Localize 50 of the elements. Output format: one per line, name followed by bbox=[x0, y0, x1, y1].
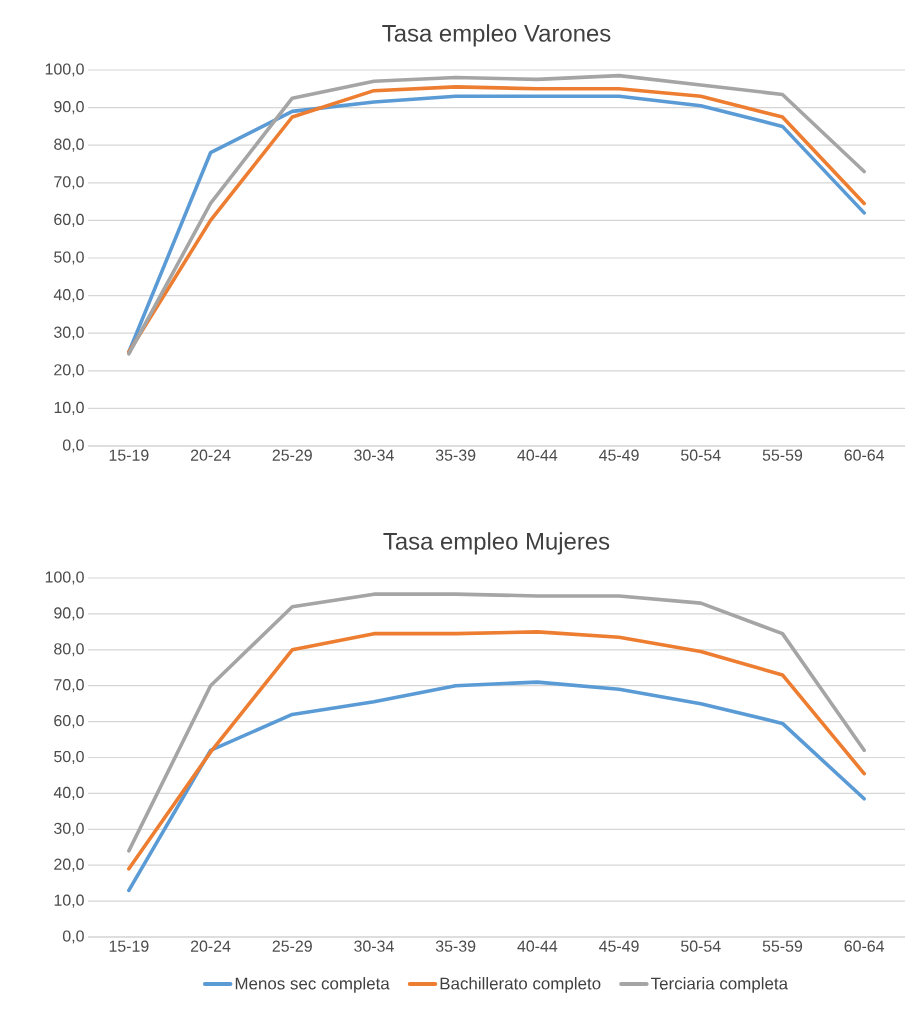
y-tick-label: 0,0 bbox=[62, 439, 84, 453]
y-tick-label: 60,0 bbox=[54, 213, 84, 227]
legend-label: Menos sec completa bbox=[235, 977, 390, 993]
x-tick-label: 25-29 bbox=[272, 940, 312, 952]
x-tick-label: 55-59 bbox=[762, 449, 803, 461]
chart-title: Tasa empleo Varones bbox=[382, 24, 611, 47]
y-tick-label: 90,0 bbox=[54, 101, 84, 115]
y-tick-label: 70,0 bbox=[54, 679, 84, 693]
x-tick-label: 40-44 bbox=[517, 449, 558, 461]
y-tick-label: 80,0 bbox=[54, 643, 84, 657]
x-tick-label: 50-54 bbox=[681, 449, 721, 461]
y-tick-label: 60,0 bbox=[54, 715, 84, 729]
y-tick-label: 90,0 bbox=[54, 607, 84, 621]
x-tick-label: 50-54 bbox=[681, 940, 721, 952]
y-tick-label: 80,0 bbox=[54, 138, 84, 152]
x-tick-label: 35-39 bbox=[435, 449, 476, 461]
x-tick-label: 15-19 bbox=[109, 940, 149, 952]
y-tick-label: 70,0 bbox=[54, 176, 84, 190]
x-tick-label: 45-49 bbox=[599, 449, 639, 461]
y-tick-label: 30,0 bbox=[54, 822, 84, 836]
x-tick-label: 45-49 bbox=[599, 940, 639, 952]
y-tick-label: 10,0 bbox=[54, 894, 84, 908]
x-tick-label: 60-64 bbox=[844, 449, 885, 461]
legend-label: Terciaria completa bbox=[651, 977, 789, 993]
x-tick-label: 35-39 bbox=[435, 940, 476, 952]
x-tick-label: 60-64 bbox=[844, 940, 885, 952]
x-tick-label: 55-59 bbox=[762, 940, 803, 952]
y-tick-label: 0,0 bbox=[62, 930, 84, 944]
legend-label: Bachillerato completo bbox=[440, 977, 601, 993]
chart-title: Tasa empleo Mujeres bbox=[383, 532, 610, 555]
y-tick-label: 40,0 bbox=[53, 289, 84, 303]
x-tick-label: 20-24 bbox=[190, 940, 231, 952]
y-tick-label: 50,0 bbox=[54, 750, 84, 765]
line-series bbox=[127, 630, 866, 871]
y-tick-label: 100,0 bbox=[45, 571, 84, 585]
x-tick-label: 40-44 bbox=[517, 940, 558, 952]
y-tick-label: 100,0 bbox=[45, 63, 84, 77]
x-tick-label: 25-29 bbox=[272, 449, 312, 461]
x-tick-label: 30-34 bbox=[354, 940, 394, 952]
y-tick-label: 50,0 bbox=[54, 251, 84, 265]
y-tick-label: 10,0 bbox=[54, 401, 84, 415]
x-tick-label: 30-34 bbox=[354, 449, 394, 461]
x-tick-label: 20-24 bbox=[190, 449, 231, 461]
y-tick-label: 20,0 bbox=[54, 364, 84, 378]
y-tick-label: 40,0 bbox=[53, 786, 84, 800]
y-tick-label: 30,0 bbox=[54, 326, 84, 340]
x-tick-label: 15-19 bbox=[109, 449, 149, 461]
y-tick-label: 20,0 bbox=[54, 858, 84, 872]
line-series bbox=[127, 592, 866, 853]
line-series bbox=[127, 680, 866, 893]
